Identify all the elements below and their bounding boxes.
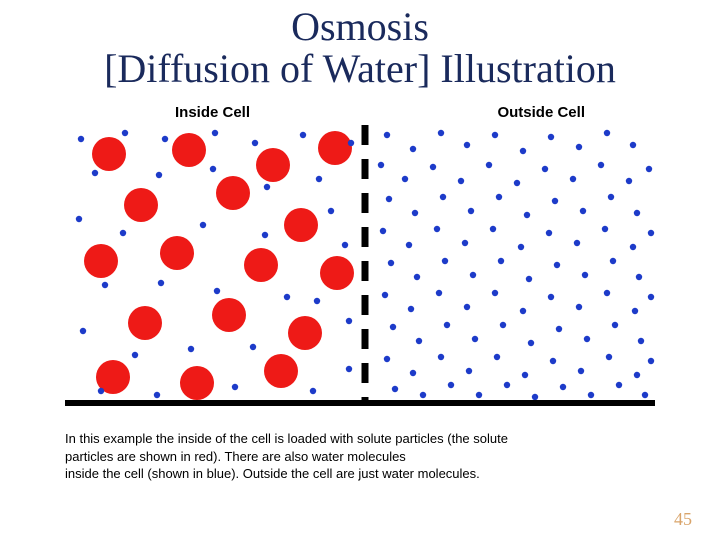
diagram-labels: Inside Cell Outside Cell: [65, 104, 655, 125]
page-number: 45: [674, 509, 692, 530]
title-line-2: [Diffusion of Water] Illustration: [0, 48, 720, 90]
label-outside-cell: Outside Cell: [497, 104, 585, 121]
diagram: Inside Cell Outside Cell In this example…: [65, 104, 655, 483]
caption-line-2: particles are shown in red). There are a…: [65, 448, 585, 466]
title-line-1: Osmosis: [0, 6, 720, 48]
label-inside-cell: Inside Cell: [175, 104, 250, 121]
osmosis-illustration: [65, 125, 655, 420]
caption: In this example the inside of the cell i…: [65, 430, 585, 483]
caption-line-1: In this example the inside of the cell i…: [65, 430, 585, 448]
title-block: Osmosis [Diffusion of Water] Illustratio…: [0, 0, 720, 90]
caption-line-3: inside the cell (shown in blue). Outside…: [65, 465, 585, 483]
